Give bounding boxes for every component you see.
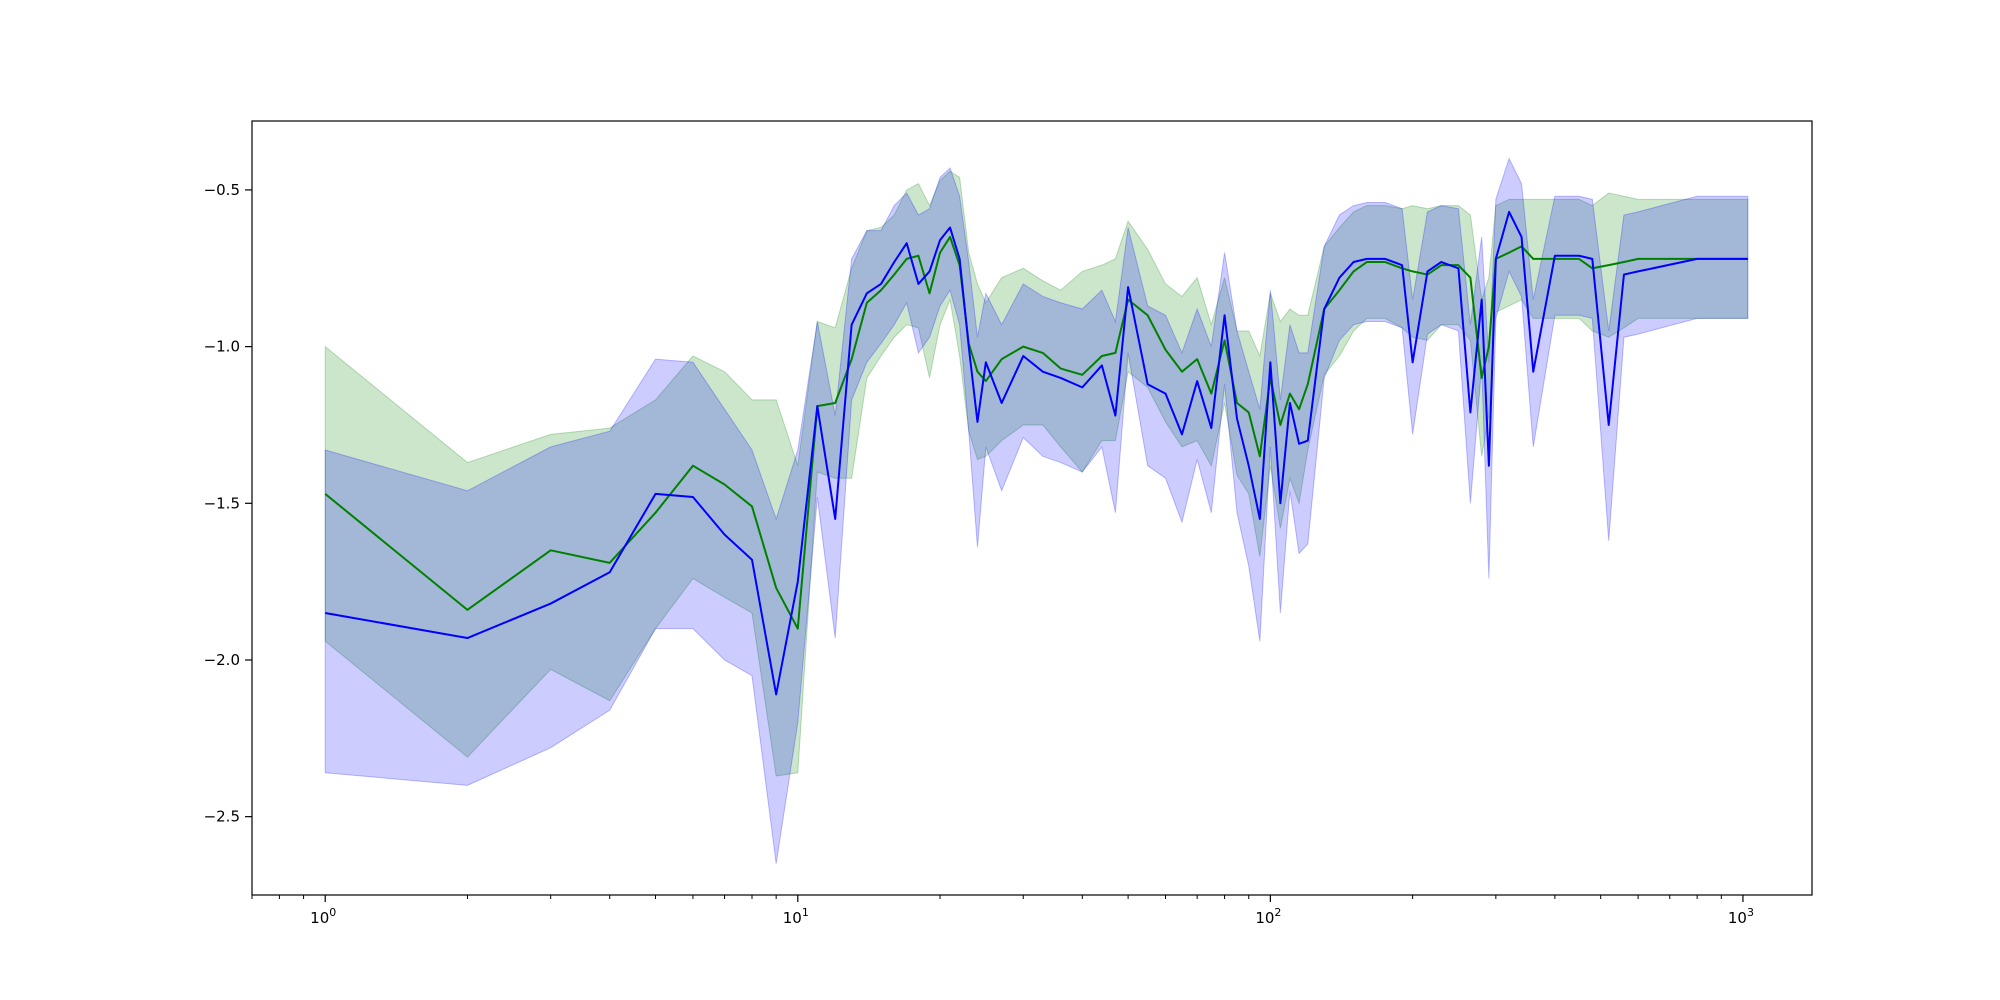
series-1-band bbox=[324, 170, 1749, 777]
x-tick-label: 102 bbox=[1255, 906, 1281, 927]
x-tick-label-base: 10 bbox=[310, 909, 329, 927]
x-tick-label: 103 bbox=[1728, 906, 1754, 927]
x-tick-label-base: 10 bbox=[1255, 909, 1274, 927]
y-tick-label: −1.0 bbox=[204, 338, 240, 356]
x-axis: 100 101 102 103 bbox=[251, 895, 1754, 927]
y-tick-label: −0.5 bbox=[204, 181, 240, 199]
y-tick-label: −2.0 bbox=[204, 651, 240, 669]
x-tick-label: 100 bbox=[310, 906, 336, 927]
x-tick-label-exponent: 3 bbox=[1747, 906, 1754, 919]
x-tick-label: 101 bbox=[783, 906, 809, 927]
x-tick-label-base: 10 bbox=[783, 909, 802, 927]
series-2-line bbox=[325, 210, 1748, 696]
series-lines bbox=[324, 210, 1748, 696]
y-tick-label: −2.5 bbox=[204, 808, 240, 826]
y-tick-label: −1.5 bbox=[204, 494, 240, 512]
x-tick-label-exponent: 0 bbox=[329, 906, 336, 919]
y-axis: −0.5 −1.0 −1.5 −2.0 −2.5 bbox=[204, 181, 252, 826]
x-tick-label-exponent: 2 bbox=[1274, 906, 1281, 919]
series-2-band bbox=[324, 157, 1749, 864]
x-tick-label-exponent: 1 bbox=[802, 906, 809, 919]
x-tick-label-base: 10 bbox=[1728, 909, 1747, 927]
plot-frame bbox=[251, 120, 1813, 896]
confidence-bands bbox=[324, 157, 1749, 864]
